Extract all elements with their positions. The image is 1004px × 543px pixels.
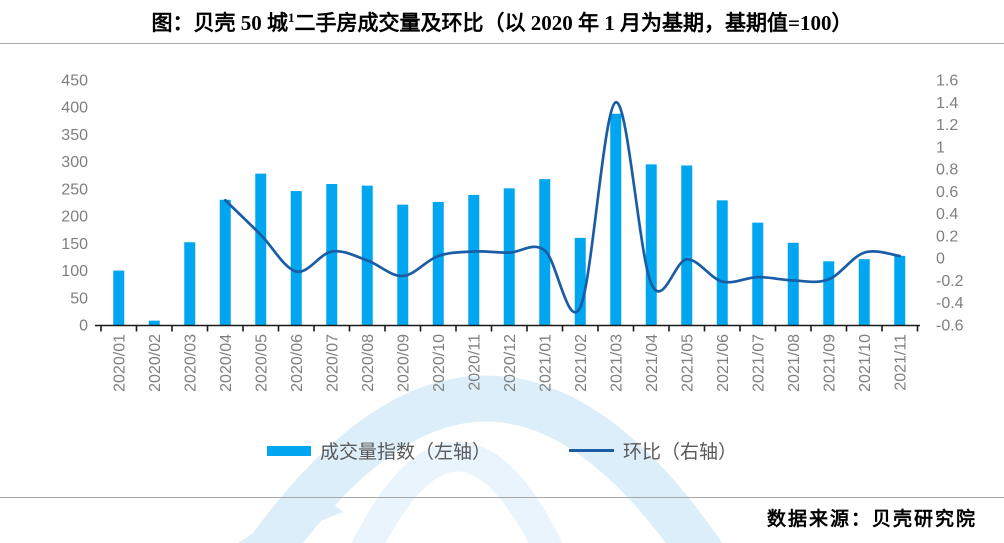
legend-item-volume-index: 成交量指数（左轴） [266, 437, 491, 464]
x-axis-label-2021/03: 2021/03 [608, 334, 625, 392]
x-axis-label-2020/09: 2020/09 [395, 334, 412, 392]
x-axis-label-2020/05: 2020/05 [253, 334, 270, 392]
x-axis-label-2021/04: 2021/04 [644, 334, 661, 392]
bar-2020/09 [397, 204, 409, 325]
chart-title-suffix: 二手房成交量及环比（以 2020 年 1 月为基期，基期值=100） [294, 11, 853, 35]
bar-2020/10 [432, 201, 444, 325]
y-axis-right-labels: 1.6 1.4 1.2 1 0.8 0.6 0.4 0.2 0 -0.2 -0.4 -0.6 [936, 73, 964, 335]
watermark-small-arch [351, 441, 563, 543]
x-axis-label-2021/06: 2021/06 [715, 334, 732, 392]
left-axis-tick-label: 0 [79, 318, 88, 335]
bar-2021/02 [574, 237, 586, 325]
left-axis-tick-label: 300 [61, 154, 88, 171]
bar-2020/04 [219, 199, 231, 325]
chart-title-prefix: 图：贝壳 50 城 [151, 11, 289, 35]
data-source: 数据来源：贝壳研究院 [766, 509, 977, 530]
right-axis-tick-label: -0.4 [936, 295, 964, 312]
right-axis-tick-label: 1.6 [936, 73, 958, 90]
left-axis-tick-label: 250 [61, 181, 88, 198]
left-axis-tick-label: 350 [61, 127, 88, 144]
bar-2020/03 [184, 242, 196, 325]
left-axis-tick-label: 50 [70, 290, 88, 307]
right-axis-tick-label: 1 [936, 139, 945, 156]
bar-2020/01 [113, 270, 125, 325]
bars-group [113, 113, 906, 325]
x-axis-labels: 2020/01 2020/02 2020/03 2020/04 2020/05 2020/… [111, 334, 909, 392]
bar-2020/07 [326, 183, 338, 325]
x-axis-label-2020/07: 2020/07 [324, 334, 341, 392]
x-axis [95, 324, 920, 332]
bar-2021/04 [645, 164, 657, 325]
x-axis-label-2021/11: 2021/11 [892, 334, 909, 391]
left-axis-tick-label: 100 [61, 263, 88, 280]
x-axis-label-2020/04: 2020/04 [218, 334, 235, 392]
x-axis-label-2021/02: 2021/02 [573, 334, 590, 392]
chart-legend: 成交量指数（左轴） 环比（右轴） [0, 437, 1004, 464]
x-axis-label-2021/01: 2021/01 [537, 334, 554, 392]
right-axis-tick-label: 0.8 [936, 162, 958, 179]
line-series-swatch [569, 449, 614, 452]
watermark-big-arch [245, 375, 723, 543]
bar-2021/08 [787, 242, 799, 325]
bar-2020/06 [290, 191, 302, 325]
bar-2020/11 [468, 194, 480, 325]
right-axis-tick-label: 1.2 [936, 117, 958, 134]
x-axis-label-2020/08: 2020/08 [360, 334, 377, 392]
bar-2021/11 [894, 255, 906, 325]
watermark-diagonal-band [238, 491, 343, 543]
bar-2020/05 [255, 173, 267, 325]
x-axis-label-2020/01: 2020/01 [111, 334, 128, 392]
legend-label-mom-change: 环比（右轴） [623, 442, 738, 463]
bar-2021/05 [681, 165, 693, 325]
bar-2021/07 [752, 222, 764, 325]
right-axis-tick-label: 0.2 [936, 228, 958, 245]
x-axis-label-2020/02: 2020/02 [147, 334, 164, 392]
right-axis-tick-label: 0 [936, 251, 945, 268]
x-axis-label-2021/08: 2021/08 [786, 334, 803, 392]
right-axis-tick-label: 0.6 [936, 184, 958, 201]
x-axis-label-2020/03: 2020/03 [182, 334, 199, 392]
mom-line-series [223, 100, 902, 314]
bar-2021/03 [610, 113, 622, 325]
legend-item-mom-change: 环比（右轴） [569, 437, 737, 464]
x-axis-label-2020/10: 2020/10 [431, 334, 448, 392]
right-axis-tick-label: -0.2 [936, 273, 964, 290]
title-divider [0, 43, 1004, 44]
right-axis-tick-label: 1.4 [936, 95, 958, 112]
y-axis-left-labels: 450 400 350 300 250 200 150 100 50 0 [61, 73, 88, 335]
right-axis-tick-label: 0.4 [936, 206, 958, 223]
left-axis-tick-label: 400 [61, 100, 88, 117]
bar-2021/09 [823, 261, 835, 325]
x-axis-label-2021/05: 2021/05 [679, 334, 696, 392]
chart-title-footnote-marker: 1 [288, 10, 295, 25]
legend-label-volume-index: 成交量指数（左轴） [319, 442, 491, 463]
x-axis-label-2020/12: 2020/12 [502, 334, 519, 392]
bar-2020/08 [361, 185, 373, 325]
bar-2020/12 [503, 188, 515, 325]
bar-2020/02 [148, 320, 160, 325]
x-axis-label-2021/07: 2021/07 [750, 334, 767, 392]
x-axis-label-2020/06: 2020/06 [289, 334, 306, 392]
x-axis-label-2020/11: 2020/11 [466, 334, 483, 391]
x-axis-label-2021/10: 2021/10 [857, 334, 874, 392]
left-axis-tick-label: 450 [61, 73, 88, 90]
right-axis-tick-label: -0.6 [936, 318, 964, 335]
bar-2021/10 [858, 259, 870, 325]
bar-series-swatch [266, 445, 311, 456]
bar-2021/06 [716, 200, 728, 325]
footer-divider [0, 497, 1004, 498]
left-axis-tick-label: 200 [61, 209, 88, 226]
left-axis-tick-label: 150 [61, 236, 88, 253]
x-axis-label-2021/09: 2021/09 [821, 334, 838, 392]
chart-title: 图：贝壳 50 城1二手房成交量及环比（以 2020 年 1 月为基期，基期值=… [0, 7, 1004, 37]
